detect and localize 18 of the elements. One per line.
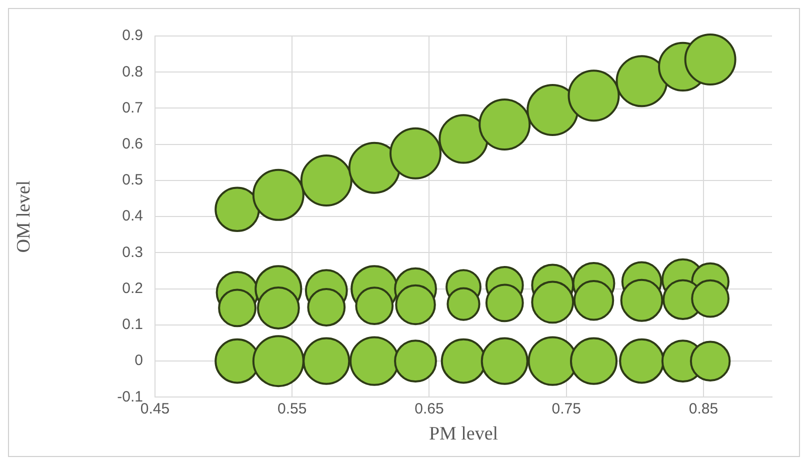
y-tick-label: 0.9 [122, 27, 143, 44]
x-tick-label: 0.45 [140, 400, 170, 418]
y-tick-label: 0.1 [122, 316, 143, 334]
x-tick-label: 0.75 [552, 400, 581, 418]
x-tick-label: 0.55 [278, 400, 307, 418]
y-tick-label: 0 [134, 352, 143, 370]
y-tick-label: 0.5 [122, 172, 143, 189]
x-tick-label: 0.65 [414, 400, 444, 418]
y-tick-label: 0.4 [122, 208, 143, 225]
y-tick-label: -0.1 [117, 388, 143, 406]
y-tick-label: 0.2 [122, 280, 143, 297]
y-tick-label: 0.3 [122, 244, 143, 261]
y-tick-label: 0.8 [122, 63, 143, 80]
y-axis-title: OM level [13, 180, 34, 253]
y-tick-label: 0.6 [122, 136, 143, 152]
y-tick-label: 0.7 [122, 99, 143, 116]
x-tick-label: 0.85 [688, 400, 718, 418]
x-axis-title: PM level [428, 424, 498, 445]
